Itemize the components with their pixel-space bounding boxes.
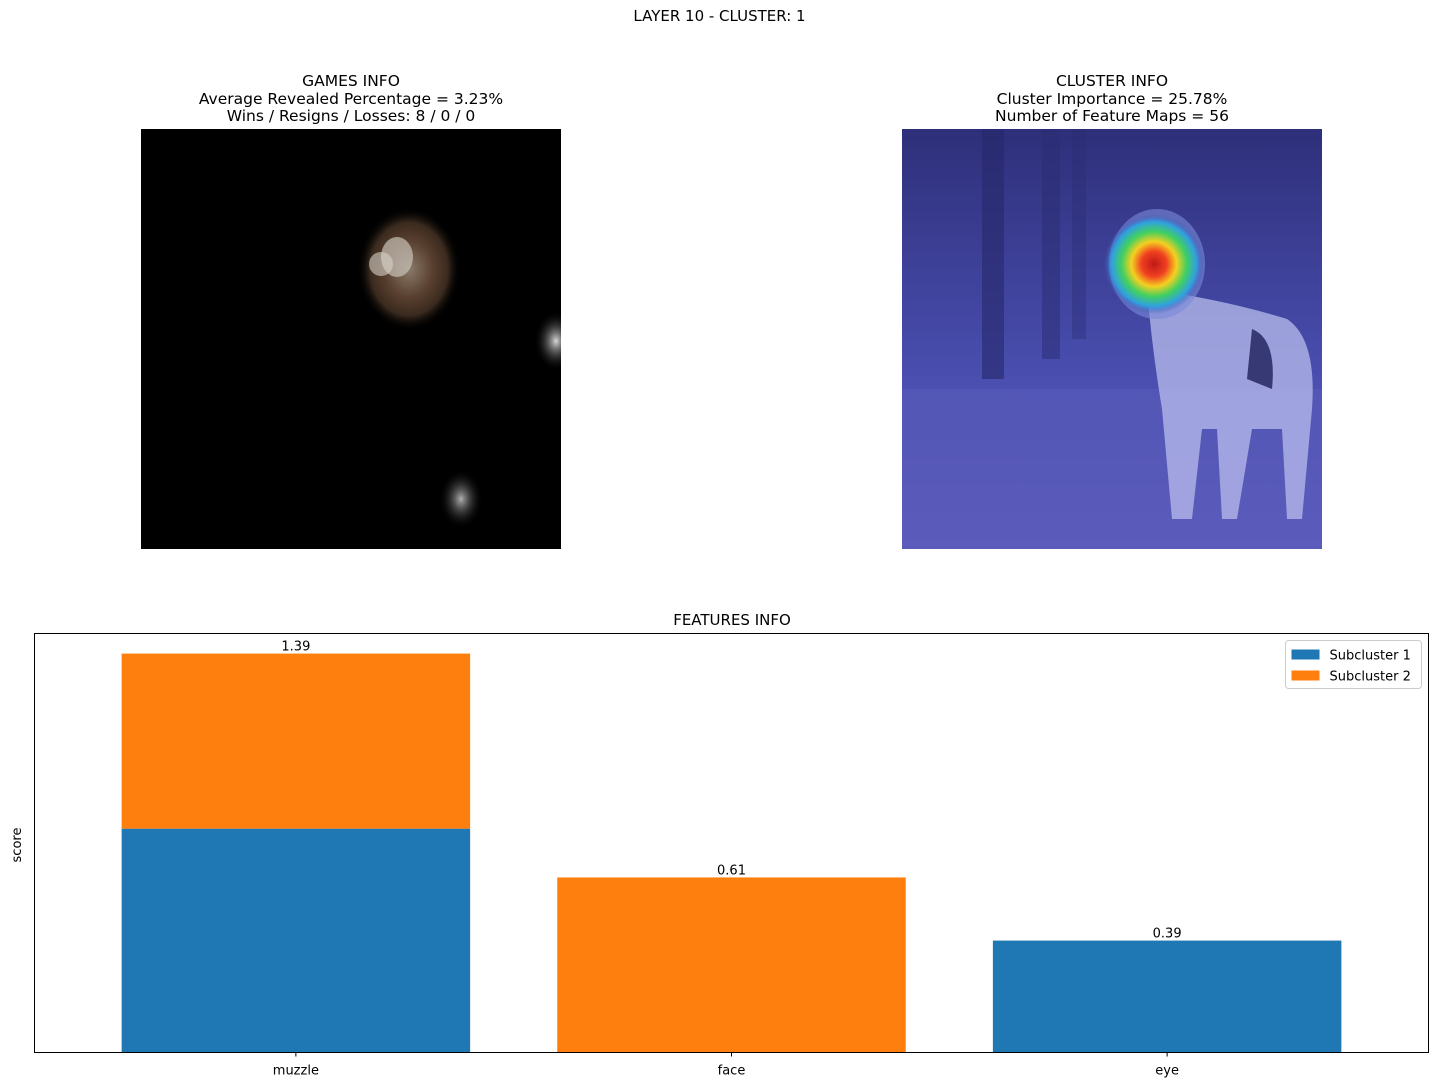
bar-eye-subcluster-1 (992, 940, 1342, 1053)
cluster-info-title-block: CLUSTER INFO Cluster Importance = 25.78%… (862, 72, 1362, 126)
chart-title: FEATURES INFO (673, 611, 791, 629)
legend-label-subcluster-1: Subcluster 1 (1330, 649, 1411, 664)
x-ticks-group: muzzle face eye (273, 1052, 1179, 1079)
bar-face-subcluster-2 (557, 877, 906, 1053)
legend-label-subcluster-2: Subcluster 2 (1330, 670, 1411, 685)
bar-muzzle-subcluster-1 (121, 828, 471, 1053)
x-tick-label-eye: eye (1155, 1064, 1179, 1079)
games-info-title-block: GAMES INFO Average Revealed Percentage =… (101, 72, 601, 126)
masked-dog-image (357, 207, 561, 529)
games-info-title: GAMES INFO (302, 72, 400, 90)
wins-resigns-losses: Wins / Resigns / Losses: 8 / 0 / 0 (226, 107, 476, 125)
bars-group (121, 653, 1342, 1053)
legend-swatch-subcluster-2 (1291, 670, 1320, 681)
cluster-info-title: CLUSTER INFO (1055, 72, 1169, 90)
legend-swatch-subcluster-1 (1291, 649, 1320, 660)
features-bar-chart: FEATURES INFO score 1.39 0.61 0.39 muzzle f… (10, 611, 1429, 1079)
legend: Subcluster 1 Subcluster 2 (1285, 640, 1422, 689)
value-label-face: 0.61 (717, 863, 746, 878)
y-axis-label: score (10, 828, 25, 863)
heatmap-image (902, 129, 1322, 549)
figure-title: LAYER 10 - CLUSTER: 1 (633, 7, 806, 25)
value-label-eye: 0.39 (1153, 927, 1182, 942)
plot-area-frame (34, 633, 1429, 1053)
cluster-importance: Cluster Importance = 25.78% (996, 89, 1228, 108)
x-tick-label-muzzle: muzzle (273, 1064, 319, 1079)
average-revealed-percentage: Average Revealed Percentage = 3.23% (198, 89, 504, 108)
bar-muzzle-subcluster-2 (121, 653, 471, 829)
heatmap-overlay-dog-image (902, 129, 1322, 549)
value-label-muzzle: 1.39 (281, 640, 310, 655)
number-of-feature-maps: Number of Feature Maps = 56 (995, 107, 1229, 125)
value-labels-group: 1.39 0.61 0.39 (281, 640, 1181, 942)
x-tick-label-face: face (718, 1064, 746, 1079)
revealed-image (141, 129, 561, 549)
